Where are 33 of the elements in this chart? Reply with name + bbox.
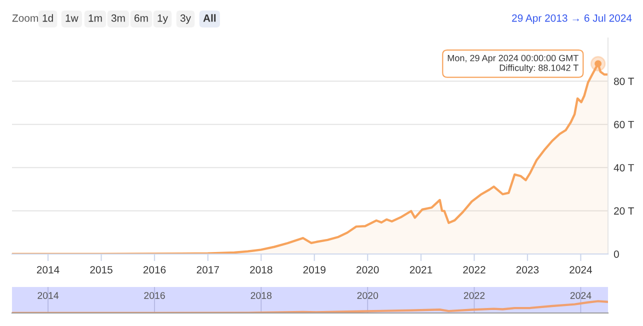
- x-tick-label: 2024: [570, 266, 592, 274]
- x-tick-label: 2019: [303, 266, 326, 274]
- x-tick-label: 2014: [36, 266, 60, 274]
- y-tick-label: 60 T: [614, 120, 634, 128]
- text: 6m: [134, 14, 148, 22]
- x-tick-label: 2017: [196, 266, 219, 274]
- x-tick-label: 2023: [516, 266, 539, 274]
- y-tick-label: 20 T: [614, 207, 634, 215]
- x-tick-label: 2020: [357, 292, 378, 299]
- x-tick-label: 2022: [463, 266, 486, 274]
- x-tick-label: 2015: [90, 266, 112, 274]
- x-tick-label: 2018: [250, 292, 272, 299]
- y-tick-label: 0: [614, 250, 619, 258]
- text: 3m: [111, 14, 125, 22]
- x-tick-label: 2016: [144, 292, 165, 299]
- annotation: Mon, 29 Apr 2024 00:00:00 GMT Difficulty: 88.1042 T: [448, 54, 578, 73]
- text: Zoom: [12, 14, 38, 22]
- text: 3y: [180, 14, 191, 24]
- x-tick-label: 2014: [38, 292, 59, 299]
- text: 29 Apr 2013 → 6 Jul 2024: [512, 14, 632, 24]
- y-tick-label: 80 T: [614, 78, 634, 86]
- x-tick-label: 2021: [410, 266, 432, 274]
- x-tick-label: 2016: [143, 266, 166, 274]
- x-tick-label: 2018: [250, 266, 272, 274]
- x-tick-label: 2024: [570, 292, 592, 299]
- text: 1d: [42, 14, 53, 22]
- x-tick-label: 2020: [356, 266, 379, 274]
- text: All: [203, 14, 216, 22]
- text: 1y: [158, 14, 168, 24]
- text: 1m: [88, 14, 102, 22]
- x-tick-label: 2022: [464, 292, 485, 299]
- y-tick-label: 40 T: [614, 164, 634, 172]
- text: 1w: [66, 14, 78, 22]
